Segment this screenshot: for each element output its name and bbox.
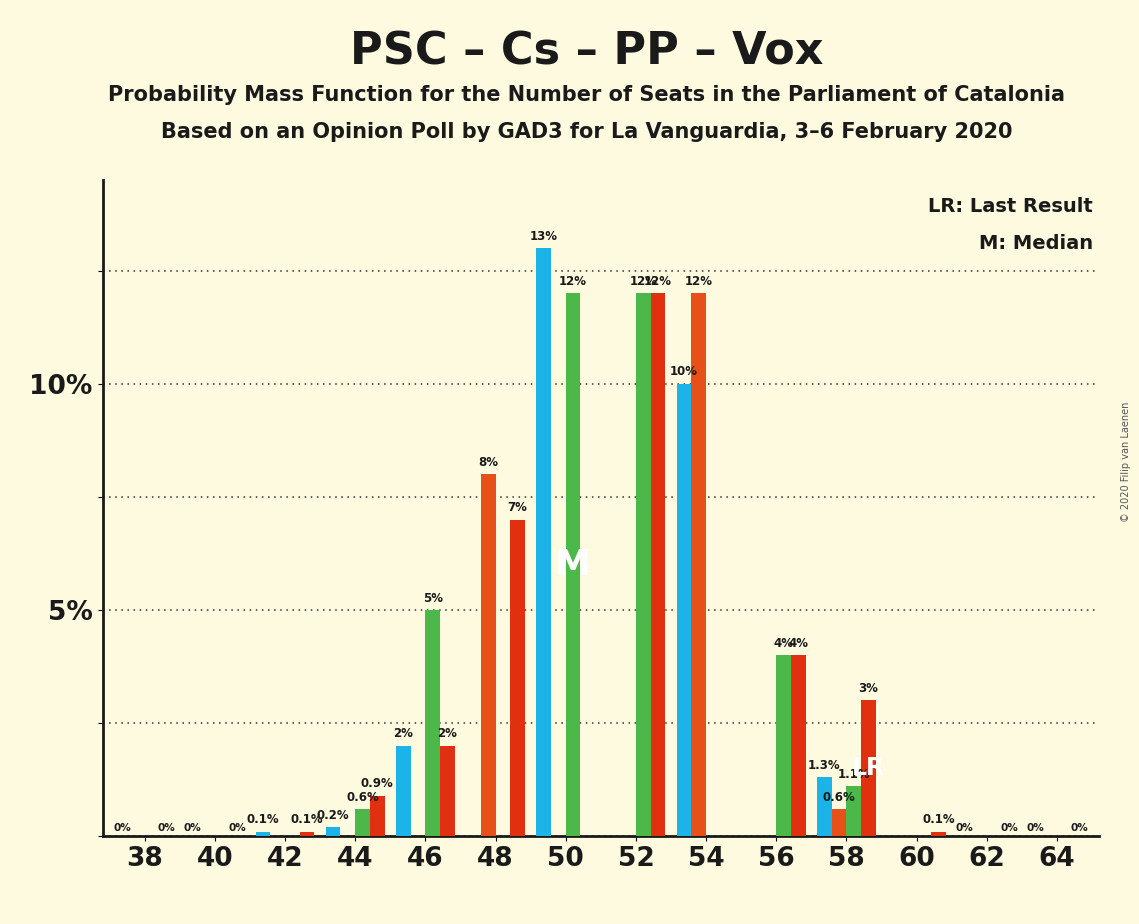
Text: Probability Mass Function for the Number of Seats in the Parliament of Catalonia: Probability Mass Function for the Number… xyxy=(108,85,1065,105)
Text: 4%: 4% xyxy=(773,637,794,650)
Bar xyxy=(790,655,805,836)
Text: 12%: 12% xyxy=(559,274,587,288)
Bar xyxy=(370,796,385,836)
Text: LR: Last Result: LR: Last Result xyxy=(928,197,1093,215)
Bar xyxy=(677,383,691,836)
Bar xyxy=(536,248,551,836)
Text: 13%: 13% xyxy=(530,230,558,243)
Text: 0.1%: 0.1% xyxy=(290,813,323,826)
Text: 0%: 0% xyxy=(114,822,131,833)
Bar xyxy=(355,809,370,836)
Bar xyxy=(817,777,831,836)
Bar xyxy=(846,786,861,836)
Bar xyxy=(636,293,650,836)
Bar xyxy=(510,519,525,836)
Text: 0%: 0% xyxy=(228,822,246,833)
Bar xyxy=(481,474,495,836)
Bar xyxy=(396,746,411,836)
Text: 7%: 7% xyxy=(508,501,527,514)
Text: 1.3%: 1.3% xyxy=(808,759,841,772)
Bar xyxy=(300,832,314,836)
Text: 0%: 0% xyxy=(1071,822,1088,833)
Text: 8%: 8% xyxy=(478,456,498,468)
Bar xyxy=(777,655,790,836)
Bar xyxy=(425,610,440,836)
Text: 1.1%: 1.1% xyxy=(837,768,870,781)
Bar xyxy=(691,293,706,836)
Text: 0%: 0% xyxy=(1026,822,1043,833)
Bar xyxy=(932,832,947,836)
Text: M: Median: M: Median xyxy=(980,234,1093,253)
Text: Based on an Opinion Poll by GAD3 for La Vanguardia, 3–6 February 2020: Based on an Opinion Poll by GAD3 for La … xyxy=(161,122,1013,142)
Bar xyxy=(650,293,665,836)
Text: 2%: 2% xyxy=(437,727,458,740)
Text: 10%: 10% xyxy=(670,365,698,378)
Bar xyxy=(440,746,454,836)
Text: 12%: 12% xyxy=(629,274,657,288)
Bar xyxy=(255,832,270,836)
Text: PSC – Cs – PP – Vox: PSC – Cs – PP – Vox xyxy=(350,30,823,74)
Text: 0%: 0% xyxy=(158,822,175,833)
Text: © 2020 Filip van Laenen: © 2020 Filip van Laenen xyxy=(1121,402,1131,522)
Bar xyxy=(566,293,581,836)
Text: 12%: 12% xyxy=(685,274,713,288)
Text: 0%: 0% xyxy=(956,822,974,833)
Text: 5%: 5% xyxy=(423,591,443,604)
Text: LR: LR xyxy=(852,757,885,781)
Text: 2%: 2% xyxy=(393,727,413,740)
Text: 0.1%: 0.1% xyxy=(923,813,956,826)
Text: 0%: 0% xyxy=(183,822,202,833)
Text: 4%: 4% xyxy=(788,637,809,650)
Text: 0.1%: 0.1% xyxy=(246,813,279,826)
Bar xyxy=(326,827,341,836)
Text: 0.6%: 0.6% xyxy=(822,791,855,804)
Text: 0.9%: 0.9% xyxy=(361,777,394,790)
Text: 0%: 0% xyxy=(1000,822,1018,833)
Text: 0.2%: 0.2% xyxy=(317,808,350,821)
Bar xyxy=(831,809,846,836)
Text: 3%: 3% xyxy=(859,682,878,695)
Text: M: M xyxy=(555,548,591,582)
Bar xyxy=(861,700,876,836)
Text: 0.6%: 0.6% xyxy=(346,791,379,804)
Text: 12%: 12% xyxy=(644,274,672,288)
